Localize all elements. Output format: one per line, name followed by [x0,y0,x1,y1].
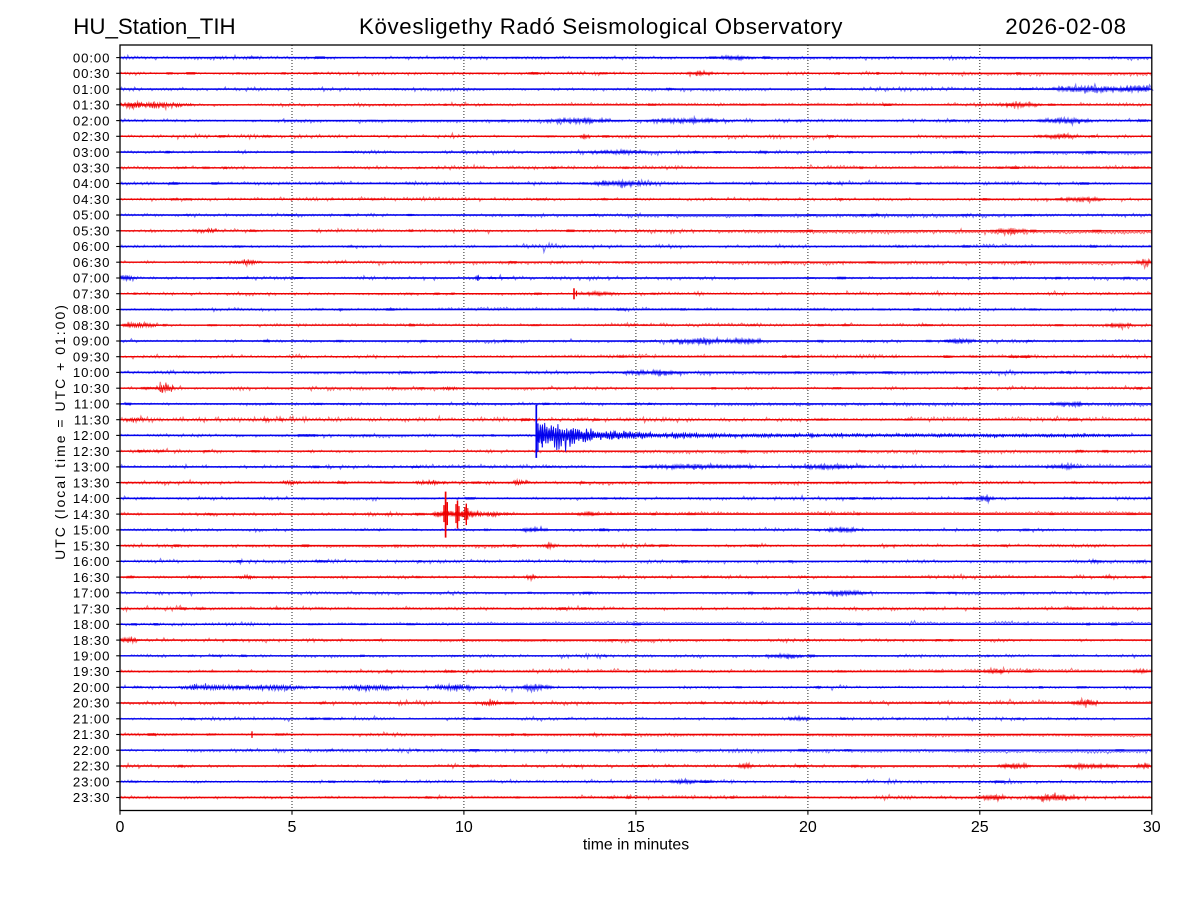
svg-text:16:30: 16:30 [73,570,111,585]
svg-text:23:30: 23:30 [73,790,111,805]
svg-text:07:30: 07:30 [73,286,111,301]
svg-text:09:00: 09:00 [73,334,111,349]
svg-text:13:30: 13:30 [73,475,111,490]
svg-text:02:00: 02:00 [73,113,111,128]
svg-text:22:00: 22:00 [73,743,111,758]
svg-text:11:00: 11:00 [74,397,111,412]
svg-text:16:00: 16:00 [73,554,111,569]
svg-text:04:30: 04:30 [73,192,111,207]
svg-text:04:00: 04:00 [73,176,111,191]
svg-text:19:30: 19:30 [73,664,111,679]
svg-text:08:00: 08:00 [73,302,111,317]
svg-text:0: 0 [116,819,125,836]
svg-text:17:30: 17:30 [73,601,111,616]
svg-text:03:00: 03:00 [73,145,111,160]
svg-text:17:00: 17:00 [73,586,111,601]
svg-text:10:00: 10:00 [73,365,111,380]
svg-text:20: 20 [799,819,817,836]
svg-text:08:30: 08:30 [73,318,111,333]
svg-text:12:00: 12:00 [73,428,111,443]
svg-text:HU_Station_TIH: HU_Station_TIH [73,14,235,39]
svg-text:03:30: 03:30 [73,161,111,176]
svg-text:01:00: 01:00 [73,82,111,97]
svg-text:00:00: 00:00 [73,50,111,65]
svg-text:10:30: 10:30 [73,381,111,396]
svg-text:22:30: 22:30 [73,759,111,774]
svg-text:05:30: 05:30 [73,224,111,239]
svg-text:15: 15 [627,819,645,836]
svg-text:20:30: 20:30 [73,696,111,711]
svg-text:Kövesligethy Radó Seismologica: Kövesligethy Radó Seismological Observat… [359,14,843,39]
svg-text:11:30: 11:30 [74,412,111,427]
svg-text:02:30: 02:30 [73,129,111,144]
svg-text:25: 25 [971,819,989,836]
svg-text:18:30: 18:30 [73,633,111,648]
svg-text:12:30: 12:30 [73,444,111,459]
svg-text:14:30: 14:30 [73,507,111,522]
svg-text:30: 30 [1143,819,1161,836]
svg-text:21:00: 21:00 [73,712,111,727]
svg-text:20:00: 20:00 [73,680,111,695]
svg-text:09:30: 09:30 [73,349,111,364]
svg-text:19:00: 19:00 [73,649,111,664]
svg-text:21:30: 21:30 [73,727,111,742]
svg-text:time in minutes: time in minutes [583,837,689,854]
svg-text:00:30: 00:30 [73,66,111,81]
svg-text:15:00: 15:00 [73,523,111,538]
svg-text:13:00: 13:00 [73,460,111,475]
svg-text:18:00: 18:00 [73,617,111,632]
svg-text:14:00: 14:00 [73,491,111,506]
svg-text:05:00: 05:00 [73,208,111,223]
svg-text:06:30: 06:30 [73,255,111,270]
svg-text:UTC (local time = UTC + 01:00): UTC (local time = UTC + 01:00) [52,303,68,560]
svg-text:07:00: 07:00 [73,271,111,286]
svg-text:06:00: 06:00 [73,239,111,254]
svg-text:23:00: 23:00 [73,774,111,789]
svg-text:2026-02-08: 2026-02-08 [1005,14,1127,39]
svg-text:5: 5 [288,819,297,836]
svg-text:10: 10 [455,819,473,836]
svg-text:15:30: 15:30 [73,538,111,553]
svg-text:01:30: 01:30 [73,98,111,113]
